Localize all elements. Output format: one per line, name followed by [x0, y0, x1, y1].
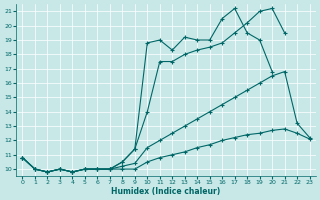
X-axis label: Humidex (Indice chaleur): Humidex (Indice chaleur) [111, 187, 221, 196]
